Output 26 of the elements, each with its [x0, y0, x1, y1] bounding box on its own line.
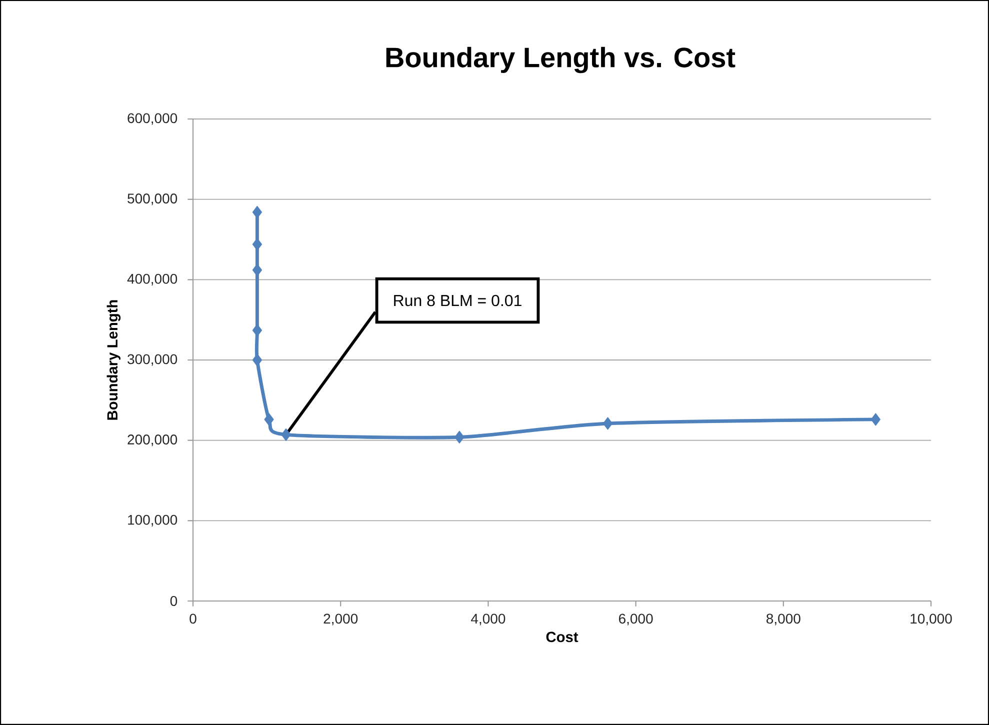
x-tick-label: 0 [190, 614, 196, 624]
x-tick-label: 4,000 [471, 614, 506, 626]
y-tick-label: 100,000 [128, 514, 178, 526]
point [252, 354, 262, 366]
point [252, 238, 262, 251]
y-tick-label: 600,000 [128, 113, 178, 125]
x-tick-label: 8,000 [766, 614, 800, 626]
y-tick-label: 500,000 [128, 194, 178, 206]
x-axis-title: Cost [546, 632, 578, 642]
x-tick-label: 2,000 [324, 614, 358, 626]
annotation: Run 8 BLM = 0.01 [394, 294, 522, 306]
point [870, 413, 880, 426]
y-tick-label: 200,000 [128, 434, 178, 446]
y-tick-label: 400,000 [127, 274, 178, 286]
point [454, 430, 464, 444]
chart-title: Boundary Length vs. Cost [386, 46, 736, 74]
y-tick-label: 300,000 [128, 354, 178, 366]
point [252, 324, 262, 337]
y-tick-label: 0 [170, 596, 178, 606]
point [602, 417, 613, 430]
point [252, 206, 262, 219]
y-axis-title: Boundary Length [106, 300, 121, 420]
x-tick-label: 6,000 [619, 614, 653, 626]
x-tick-label: 10,000 [910, 614, 952, 626]
point [281, 428, 291, 442]
point [264, 413, 274, 426]
